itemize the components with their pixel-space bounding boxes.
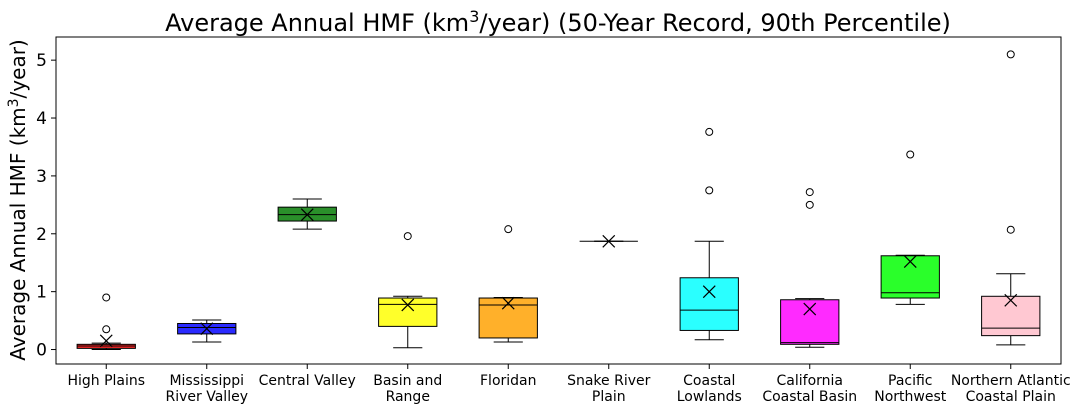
x-tick-label: California — [777, 373, 843, 389]
outlier-point — [102, 293, 111, 302]
chart-title: Average Annual HMF (km3/year) (50-Year R… — [165, 7, 951, 37]
outlier-point — [705, 186, 714, 195]
outlier-point — [1006, 50, 1015, 59]
x-tick-label: Pacific — [888, 373, 933, 389]
mean-marker — [803, 302, 817, 316]
outlier-point — [906, 150, 915, 159]
x-tick-label: Lowlands — [677, 389, 742, 405]
mean-marker — [200, 322, 214, 336]
mean-marker — [602, 234, 616, 248]
mean-marker — [401, 298, 415, 312]
x-tick-label: Plain — [592, 389, 626, 405]
axes-frame — [55, 36, 1062, 365]
mean-marker — [1004, 293, 1018, 307]
outlier-point — [805, 188, 814, 197]
box — [378, 297, 438, 327]
y-axis-label: Average Annual HMF (km3/year) — [6, 39, 30, 360]
y-tick-label: 3 — [36, 167, 47, 187]
x-tick-label: Floridan — [480, 373, 537, 389]
y-tick-label: 5 — [36, 51, 47, 71]
x-tick-label: River Valley — [166, 389, 248, 405]
y-tick-label: 1 — [36, 283, 47, 303]
x-tick-label: Northwest — [874, 389, 947, 405]
outlier-point — [102, 325, 111, 334]
box — [679, 277, 739, 331]
mean-marker — [99, 334, 113, 348]
mean-marker — [903, 255, 917, 268]
mean-marker — [300, 208, 314, 222]
x-tick-label: Central Valley — [259, 373, 356, 389]
x-tick-label: Range — [386, 389, 430, 405]
y-tick-label: 0 — [36, 341, 47, 361]
outlier-point — [504, 225, 513, 234]
plot-area: 0 1 2 3 4 5 High Plains Mississippi River Valle… — [36, 36, 1071, 405]
x-tick-label: Northern Atlantic — [951, 373, 1071, 389]
mean-marker — [702, 285, 716, 299]
x-tick-label: Coastal Basin — [762, 389, 857, 405]
x-tick-label: Snake River — [567, 373, 651, 389]
box — [880, 255, 940, 299]
y-tick-label: 2 — [36, 225, 47, 245]
outlier-point — [1006, 225, 1015, 234]
x-tick-label: Mississippi — [169, 373, 244, 389]
mean-marker — [501, 296, 515, 310]
x-tick-label: Coastal — [683, 373, 735, 389]
box — [780, 299, 840, 345]
outlier-point — [403, 232, 412, 241]
outlier-point — [705, 127, 714, 136]
x-tick-label: Basin and — [373, 373, 442, 389]
outlier-point — [805, 200, 814, 209]
x-tick-label: Coastal Plain — [966, 389, 1056, 405]
y-tick-label: 4 — [36, 109, 47, 129]
x-tick-label: High Plains — [67, 373, 145, 389]
box — [981, 295, 1041, 337]
